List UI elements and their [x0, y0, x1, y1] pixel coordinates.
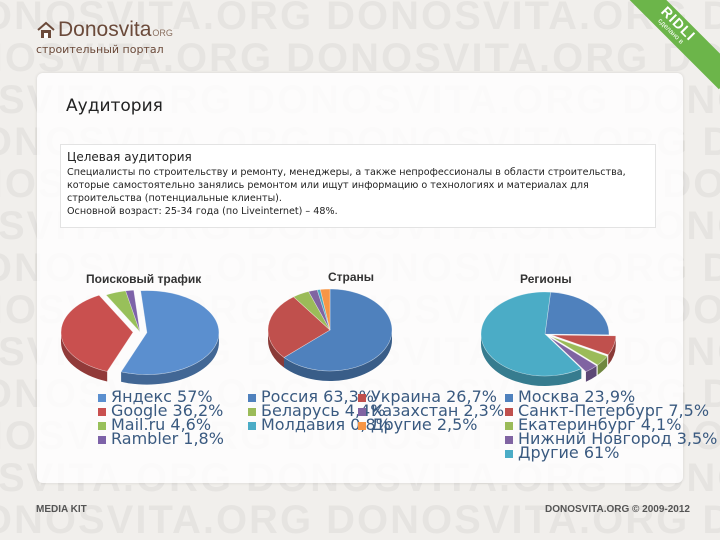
pie-slice-side: [608, 335, 616, 365]
legend-label: Екатеринбург 4,1%: [518, 415, 682, 434]
legend-swatch: [98, 408, 106, 416]
legend-swatch: [358, 394, 366, 402]
audience-description: Специалисты по строительству и ремонту, …: [67, 167, 626, 204]
legend-label: Google 36,2%: [111, 401, 224, 420]
legend-swatch: [98, 394, 106, 402]
footer-copyright: DONOSVITA.ORG © 2009-2012: [544, 504, 690, 515]
logo-suffix-text: ORG: [152, 28, 173, 38]
legend-item: Яндекс 57%: [98, 387, 213, 406]
legend-label: Москва 23,9%: [518, 387, 636, 406]
pie-slice: [544, 291, 610, 336]
legend-label: Нижний Новгород 3,5%: [518, 429, 718, 448]
logo-name-text: Donosvita: [58, 18, 152, 41]
pie-slice: [125, 289, 141, 333]
chart-title-search-traffic: Поисковый трафик: [86, 272, 202, 286]
legend-item: Екатеринбург 4,1%: [505, 415, 681, 434]
pie-slice: [120, 290, 220, 375]
legend-swatch: [505, 394, 513, 402]
legend-item: Rambler 1,8%: [98, 429, 224, 448]
audience-age: Основной возраст: 25-34 года (по Liveint…: [67, 206, 338, 217]
legend-item: Mail.ru 4,6%: [98, 415, 211, 434]
legend-label: Казахстан 2,3%: [371, 401, 505, 420]
legend-item: Google 36,2%: [98, 401, 223, 420]
pie-slice: [551, 334, 617, 356]
legend-label: Другие 61%: [518, 443, 620, 462]
page-title: Аудитория: [66, 96, 163, 116]
pie-slice-side: [585, 365, 597, 382]
footer-media-kit: MEDIA KIT: [36, 504, 87, 515]
legend-label: Яндекс 57%: [111, 387, 213, 406]
site-logo[interactable]: DonosvitaORG: [58, 18, 173, 42]
legend-label: Россия 63,3%: [261, 387, 374, 406]
pie-slice-side: [284, 330, 392, 381]
legend-swatch: [505, 436, 513, 444]
legend-label: Rambler 1,8%: [111, 429, 224, 448]
site-tagline: строительный портал: [36, 43, 164, 56]
pie-slice: [550, 336, 608, 366]
legend-swatch: [358, 422, 366, 430]
legend-swatch: [98, 436, 106, 444]
legend-item: Москва 23,9%: [505, 387, 635, 406]
legend-swatch: [98, 422, 106, 430]
legend-item: Санкт-Петербург 7,5%: [505, 401, 709, 420]
legend-item: Другие 2,5%: [358, 415, 478, 434]
pie-slice-side: [268, 330, 285, 368]
legend-label: Украина 26,7%: [371, 387, 497, 406]
pie-slice: [480, 291, 582, 377]
pie-slice: [283, 288, 393, 372]
chart-title-regions: Регионы: [520, 272, 572, 286]
legend-item: Другие 61%: [505, 443, 619, 462]
chart-title-countries: Страны: [328, 270, 375, 284]
legend-label: Другие 2,5%: [371, 415, 478, 434]
legend-item: Россия 63,3%: [248, 387, 374, 406]
audience-heading: Целевая аудитория: [67, 150, 192, 164]
legend-label: Санкт-Петербург 7,5%: [518, 401, 710, 420]
audience-box: Целевая аудитория Специалисты по строите…: [60, 144, 656, 228]
pie-slice-side: [481, 334, 582, 387]
legend-swatch: [248, 422, 256, 430]
pie-slice: [319, 288, 331, 331]
legend-label: Mail.ru 4,6%: [111, 415, 212, 434]
pie-slice-side: [121, 332, 219, 385]
legend-swatch: [505, 450, 513, 458]
pie-slice-side: [61, 332, 108, 382]
legend-item: Нижний Новгород 3,5%: [505, 429, 717, 448]
legend-swatch: [248, 394, 256, 402]
legend-item: Беларусь 4,4%: [248, 401, 385, 420]
legend-swatch: [248, 408, 256, 416]
pie-slice-side: [597, 356, 608, 375]
legend-swatch: [505, 408, 513, 416]
legend-item: Украина 26,7%: [358, 387, 497, 406]
legend-swatch: [505, 422, 513, 430]
house-logo-icon: [37, 21, 55, 38]
pie-slice: [267, 296, 331, 358]
legend-swatch: [358, 408, 366, 416]
legend-label: Беларусь 4,4%: [261, 401, 386, 420]
pie-slice: [549, 336, 598, 373]
legend-item: Казахстан 2,3%: [358, 401, 504, 420]
pie-slice: [60, 294, 134, 372]
